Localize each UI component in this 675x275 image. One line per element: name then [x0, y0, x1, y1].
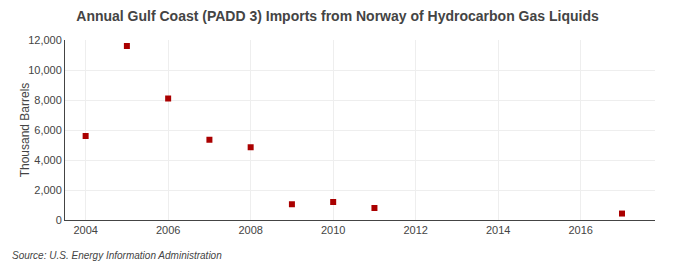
- svg-text:10,000: 10,000: [28, 64, 62, 76]
- svg-text:2004: 2004: [73, 224, 97, 236]
- svg-text:2008: 2008: [238, 224, 262, 236]
- svg-text:2006: 2006: [156, 224, 180, 236]
- svg-text:12,000: 12,000: [28, 34, 62, 46]
- svg-text:4,000: 4,000: [34, 154, 62, 166]
- svg-text:2012: 2012: [403, 224, 427, 236]
- svg-text:8,000: 8,000: [34, 94, 62, 106]
- svg-text:2016: 2016: [568, 224, 592, 236]
- svg-text:Source: U.S. Energy Informatio: Source: U.S. Energy Information Administ…: [12, 250, 222, 261]
- svg-text:Annual Gulf Coast (PADD 3) Imp: Annual Gulf Coast (PADD 3) Imports from …: [76, 8, 599, 24]
- svg-text:2010: 2010: [321, 224, 345, 236]
- svg-text:2,000: 2,000: [34, 184, 62, 196]
- svg-text:Thousand Barrels: Thousand Barrels: [18, 83, 32, 178]
- svg-text:6,000: 6,000: [34, 124, 62, 136]
- svg-text:2014: 2014: [486, 224, 510, 236]
- svg-text:0: 0: [56, 214, 62, 226]
